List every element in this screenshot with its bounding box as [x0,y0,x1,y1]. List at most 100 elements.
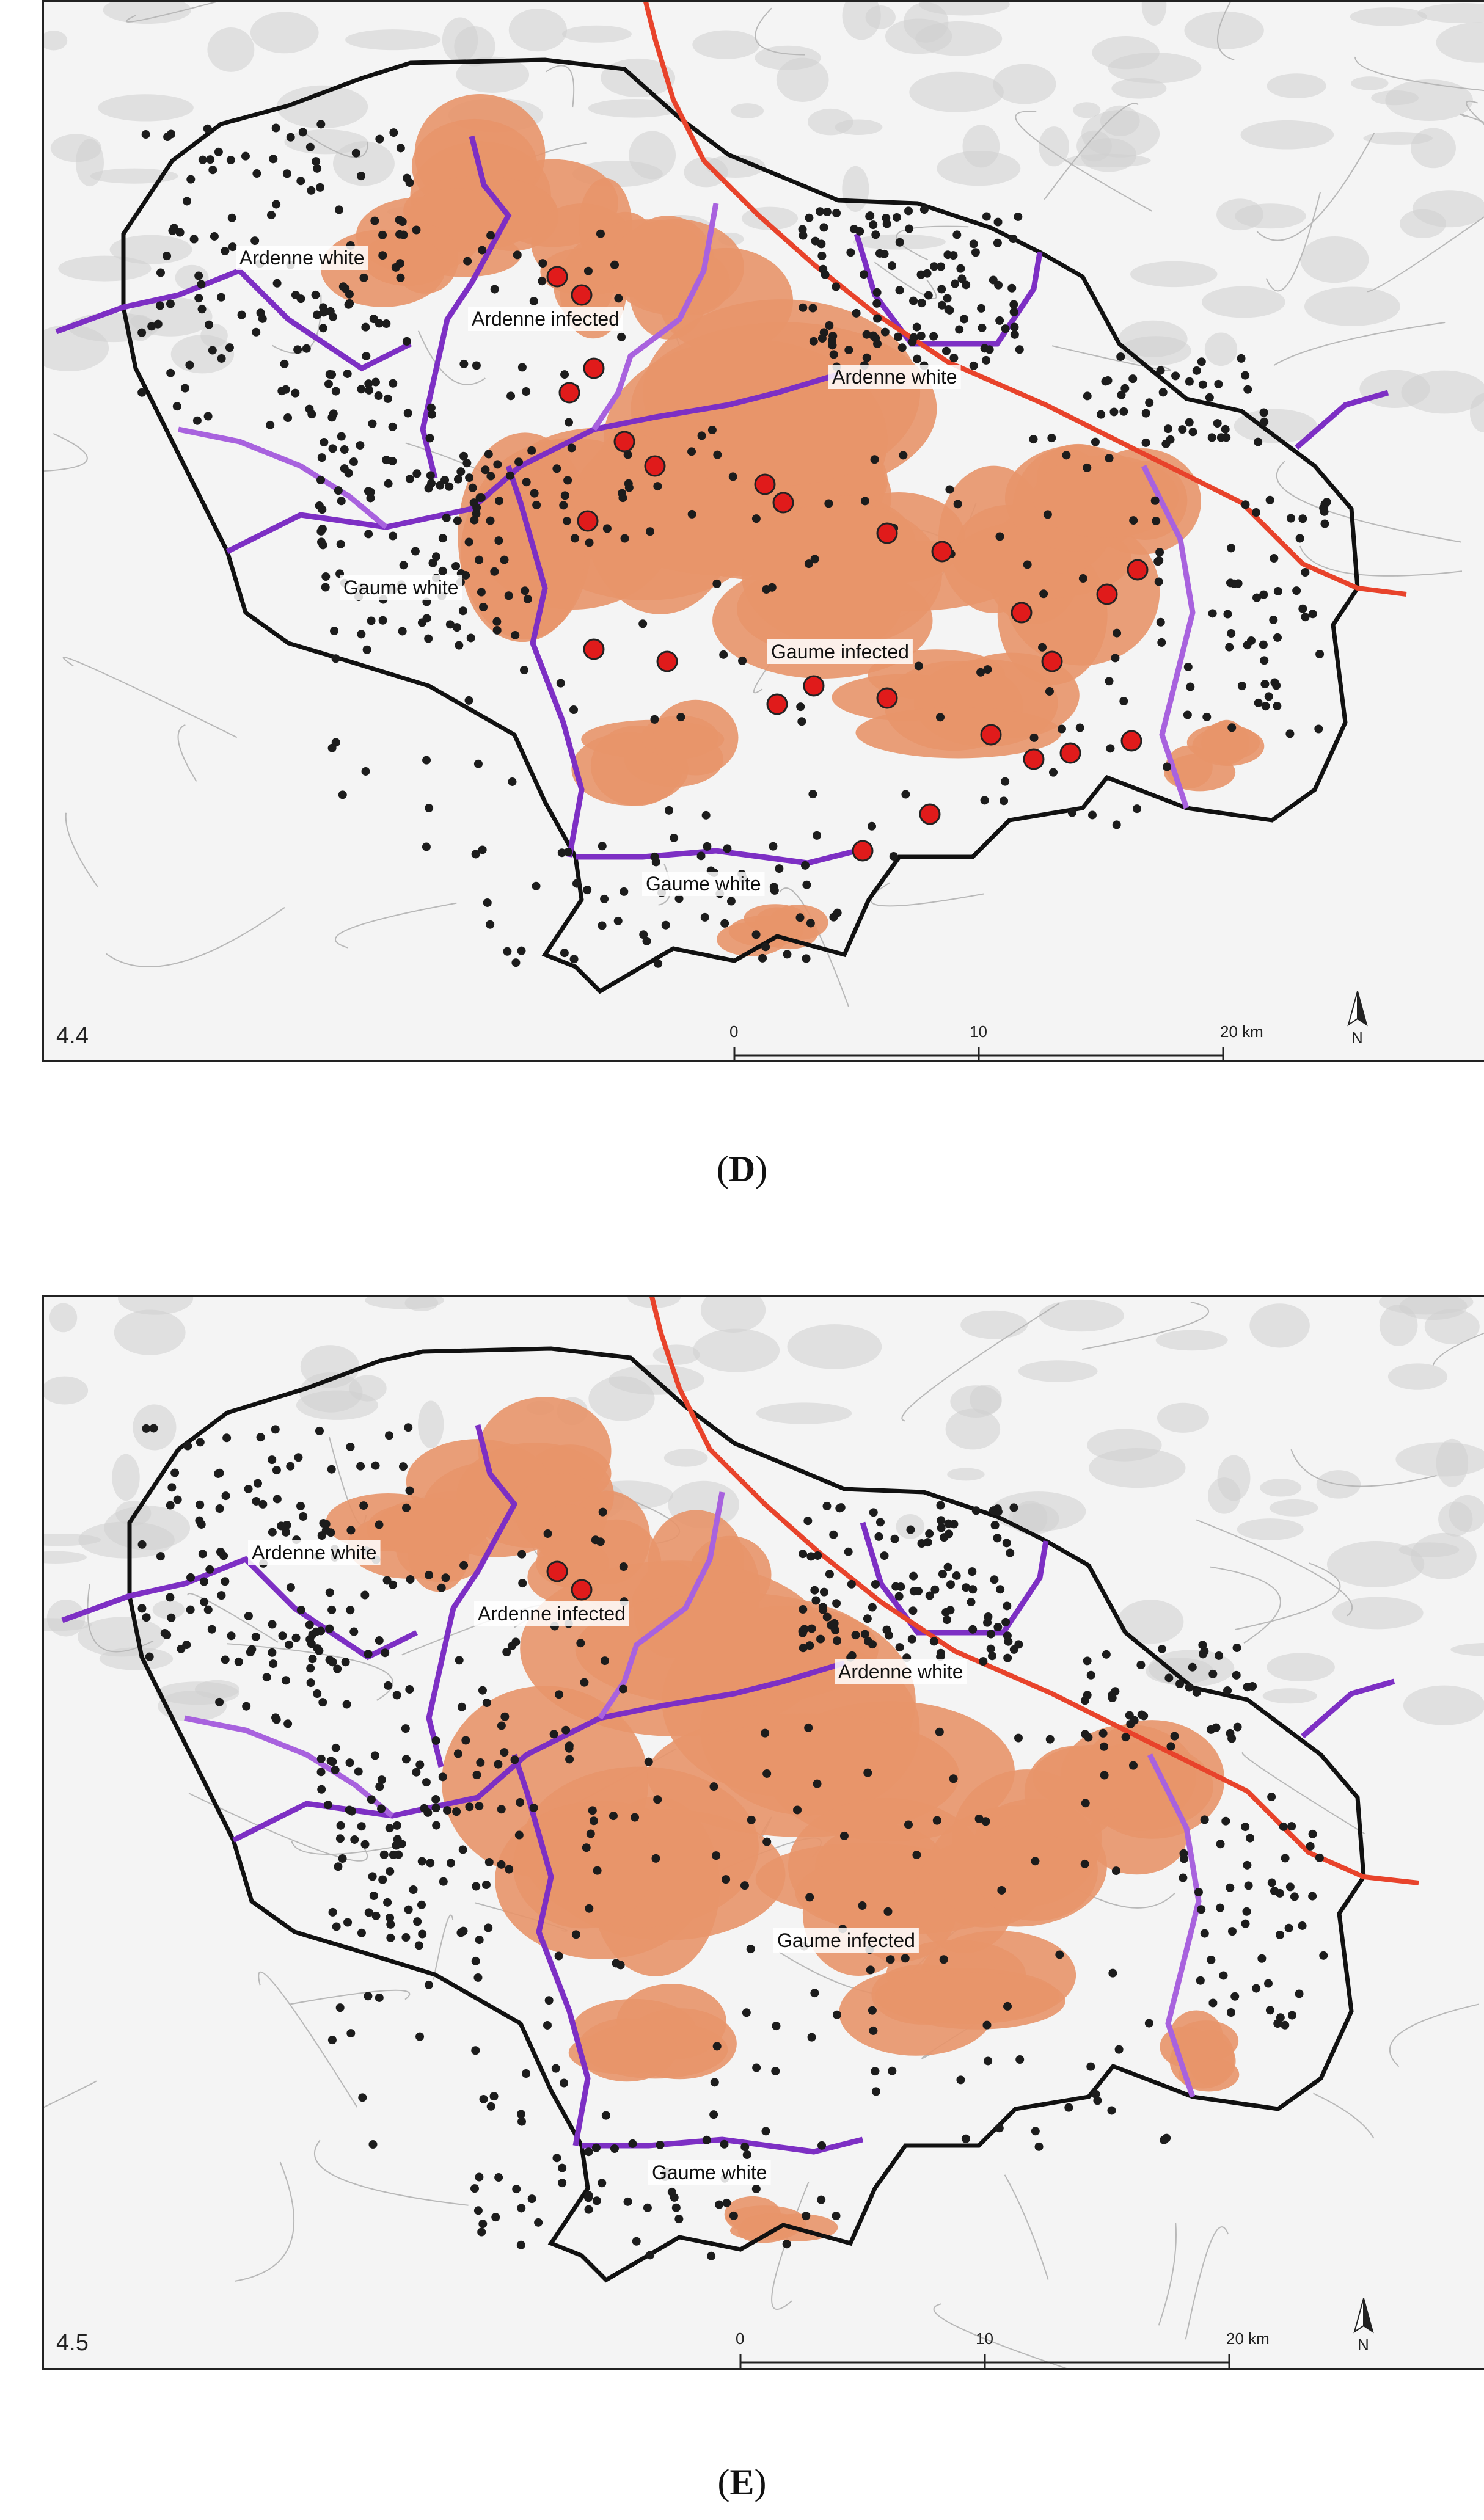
terrain-patch [1469,393,1484,433]
positive-carcass-dot [644,455,666,477]
carcass-dot [1237,354,1246,363]
carcass-dot [895,1643,904,1652]
carcass-dot [671,2203,681,2212]
carcass-dot [962,280,971,290]
carcass-dot [432,1821,441,1830]
carcass-dot [192,416,202,425]
terrain-patch [1395,1442,1484,1477]
carcass-dot [523,594,532,603]
carcass-dot [472,1882,481,1891]
carcass-dot [490,285,499,294]
carcass-dot [207,1625,216,1634]
carcass-dot [937,1516,946,1525]
carcass-dot [1285,1882,1295,1892]
carcass-dot [949,1520,959,1529]
carcass-dot [445,620,455,629]
carcass-dot [571,1930,580,1939]
carcass-dot [167,1483,177,1492]
carcass-dot [917,299,926,308]
carcass-dot [751,930,761,939]
terrain-patch [1398,1542,1460,1557]
carcass-dot [437,1583,446,1592]
positive-carcass-dot [772,492,794,514]
carcass-dot [340,445,349,454]
carcass-dot [1006,1548,1015,1557]
carcass-dot [296,177,305,186]
carcass-dot [1014,212,1023,221]
carcass-dot [1136,1661,1146,1670]
carcass-dot [712,579,722,588]
carcass-dot [687,509,696,519]
carcass-dot [664,806,673,815]
carcass-dot [939,1955,948,1964]
carcass-dot [632,2237,641,2246]
carcass-dot [486,516,495,525]
infected-area-patch [1032,1744,1160,1811]
carcass-dot [367,616,376,625]
carcass-dot [864,1637,873,1646]
carcass-dot [816,207,825,216]
carcass-dot [506,471,515,480]
carcass-dot [904,1820,913,1829]
positive-carcass-dot [1041,650,1063,672]
panel-number: 4.5 [56,2330,89,2356]
carcass-dot [1111,654,1120,663]
north-arrow-icon: N [1347,991,1368,1047]
carcass-dot [517,2117,527,2126]
carcass-dot [1319,1951,1328,1960]
carcass-dot [1264,1979,1273,1988]
carcass-dot [1284,1923,1293,1932]
carcass-dot [836,1503,846,1512]
carcass-dot [1322,498,1331,507]
carcass-dot [897,343,907,352]
carcass-dot [1243,1860,1252,1870]
carcass-dot [517,946,526,955]
carcass-dot [1057,724,1066,734]
carcass-dot [378,616,387,625]
carcass-dot [479,2094,488,2103]
carcass-dot [584,2147,593,2157]
carcass-dot [609,1812,618,1821]
carcass-dot [584,2193,593,2202]
carcass-dot [576,1639,585,1648]
carcass-dot [869,220,878,230]
carcass-dot [862,353,871,362]
carcass-dot [1105,454,1114,463]
positive-carcass-dot [1096,583,1118,605]
carcass-dot [272,1466,281,1475]
carcass-dot [461,570,470,580]
carcass-dot [901,1954,910,1963]
scale-bar: 0 10 20 km [729,1022,1263,1060]
carcass-dot [1179,1873,1188,1882]
carcass-dot [952,1571,961,1580]
carcass-dot [478,845,487,854]
carcass-dot [371,1461,380,1470]
carcass-dot [929,332,938,341]
zone-label-gaume-white-south: Gaume white [646,873,761,895]
carcass-dot [283,1719,293,1728]
carcass-dot [364,1908,373,1917]
zone-boundary [860,1521,1049,1636]
carcass-dot [956,264,965,273]
terrain-patch [652,1344,700,1365]
carcass-dot [758,953,767,963]
road-line [1273,322,1446,366]
terrain-patch [44,1618,92,1631]
carcass-dot [916,331,926,340]
carcass-dot [312,157,321,166]
carcass-dot [925,1529,934,1539]
terrain-patch [561,25,632,43]
carcass-dot [252,327,261,337]
terrain-patch [44,31,68,51]
carcass-dot [909,1571,918,1581]
carcass-dot [491,2213,500,2222]
road-line [258,1971,358,2108]
positive-carcass-dot [656,650,678,672]
carcass-dot [1183,662,1193,671]
zone-boundary [582,2136,864,2155]
carcass-dot [532,500,541,509]
carcass-dot [208,346,217,355]
road-line [901,1302,1060,1422]
carcass-dot [742,2008,751,2017]
carcass-dot [327,2036,337,2045]
